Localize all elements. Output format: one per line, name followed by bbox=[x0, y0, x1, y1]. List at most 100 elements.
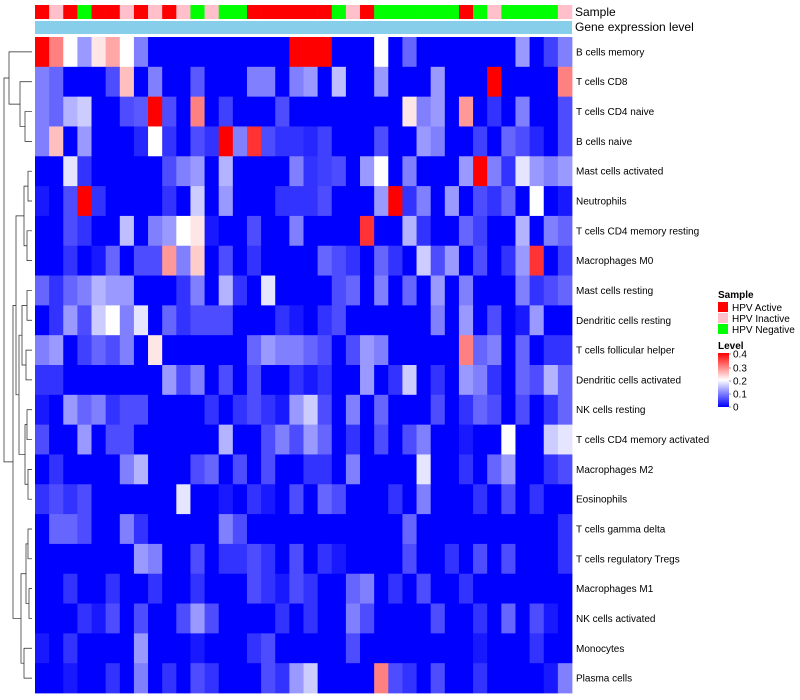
heatmap-cell bbox=[487, 394, 502, 426]
heatmap-cell bbox=[374, 126, 389, 157]
heatmap-cell bbox=[473, 305, 488, 336]
heatmap-cell bbox=[275, 156, 290, 187]
sample-annotation-cell bbox=[458, 5, 474, 19]
heatmap-cell bbox=[458, 484, 474, 515]
heatmap-cell bbox=[246, 37, 262, 68]
sample-annotation-cell bbox=[289, 5, 304, 19]
heatmap-cell bbox=[49, 96, 64, 127]
heatmap-cell bbox=[430, 484, 446, 515]
heatmap-cell bbox=[261, 603, 276, 634]
heatmap-cell bbox=[501, 573, 516, 604]
heatmap-cell bbox=[374, 245, 389, 276]
heatmap-cell bbox=[388, 215, 403, 247]
heatmap-cell bbox=[388, 245, 403, 276]
heatmap-cell bbox=[515, 66, 531, 98]
heatmap-cell bbox=[49, 156, 64, 187]
heatmap-cell bbox=[473, 394, 488, 426]
heatmap-cell bbox=[261, 484, 276, 515]
heatmap-cell bbox=[430, 37, 446, 68]
heatmap-cell bbox=[458, 365, 474, 396]
heatmap-cell bbox=[444, 484, 460, 515]
heatmap-cell bbox=[374, 424, 389, 455]
sample-annotation-cell bbox=[148, 5, 163, 19]
heatmap-cell bbox=[444, 663, 460, 694]
heatmap-cell bbox=[133, 37, 149, 68]
heatmap-cell bbox=[63, 156, 78, 187]
heatmap-cell bbox=[473, 633, 488, 664]
row-label: Macrophages M0 bbox=[576, 256, 654, 267]
heatmap-cell bbox=[557, 365, 573, 396]
heatmap-cell bbox=[458, 514, 474, 545]
heatmap-cell bbox=[430, 186, 446, 217]
heatmap-cell bbox=[246, 603, 262, 634]
heatmap-cell bbox=[458, 245, 474, 276]
heatmap-cell bbox=[63, 484, 78, 515]
heatmap-cell bbox=[133, 514, 149, 545]
heatmap-cell bbox=[133, 186, 149, 217]
heatmap-cell bbox=[529, 37, 545, 68]
heatmap-cell bbox=[402, 186, 417, 217]
heatmap-cell bbox=[543, 66, 559, 98]
dendrogram-branch bbox=[25, 543, 29, 604]
heatmap-cell bbox=[105, 394, 121, 426]
dendrogram-branch bbox=[27, 170, 32, 202]
heatmap-cell bbox=[402, 543, 417, 575]
sample-annotation-cell bbox=[360, 5, 375, 19]
heatmap-cell bbox=[49, 275, 64, 306]
heatmap-cell bbox=[402, 126, 417, 157]
heatmap-cell bbox=[515, 573, 531, 604]
row-label: Mast cells resting bbox=[576, 286, 653, 297]
sample-annotation-cell bbox=[430, 5, 446, 19]
heatmap-cell bbox=[303, 484, 319, 515]
heatmap-cell bbox=[501, 663, 516, 694]
heatmap-cell bbox=[557, 126, 573, 157]
heatmap-cell bbox=[487, 245, 502, 276]
sample-annotation-cell bbox=[35, 5, 50, 19]
heatmap-cell bbox=[317, 96, 333, 127]
row-label: NK cells resting bbox=[576, 405, 645, 416]
heatmap-cell bbox=[430, 66, 446, 98]
heatmap-cell bbox=[133, 484, 149, 515]
heatmap-cell bbox=[360, 454, 375, 485]
heatmap-cell bbox=[289, 663, 304, 694]
heatmap-cell bbox=[473, 126, 488, 157]
heatmap-cell bbox=[303, 603, 319, 634]
heatmap-cell bbox=[218, 603, 234, 634]
heatmap-cell bbox=[35, 454, 50, 485]
heatmap-cell bbox=[176, 365, 191, 396]
heatmap-cell bbox=[289, 126, 304, 157]
heatmap-cell bbox=[416, 186, 432, 217]
heatmap-cell bbox=[501, 335, 516, 366]
heatmap-cell bbox=[444, 335, 460, 366]
heatmap-cell bbox=[190, 96, 205, 127]
heatmap-cell bbox=[289, 335, 304, 366]
heatmap-cell bbox=[246, 394, 262, 426]
heatmap-cell bbox=[289, 603, 304, 634]
heatmap-cell bbox=[176, 633, 191, 664]
heatmap-cell bbox=[162, 603, 177, 634]
heatmap-cell bbox=[91, 663, 107, 694]
heatmap-cell bbox=[416, 365, 432, 396]
heatmap-cell bbox=[416, 543, 432, 575]
heatmap-cell bbox=[218, 96, 234, 127]
heatmap-cell bbox=[317, 245, 333, 276]
heatmap-cell bbox=[345, 394, 361, 426]
heatmap-cell bbox=[35, 275, 50, 306]
heatmap-cell bbox=[543, 514, 559, 545]
heatmap-cell bbox=[473, 514, 488, 545]
heatmap-cell bbox=[232, 126, 248, 157]
gene-expression-annotation-cell bbox=[35, 21, 572, 34]
heatmap-cell bbox=[162, 663, 177, 694]
heatmap-cell bbox=[529, 365, 545, 396]
heatmap-cell bbox=[501, 454, 516, 485]
heatmap-cell bbox=[458, 573, 474, 604]
heatmap-cell bbox=[289, 275, 304, 306]
heatmap-cell bbox=[232, 663, 248, 694]
heatmap-cell bbox=[105, 245, 121, 276]
heatmap-cell bbox=[557, 573, 573, 604]
dendrogram-branch bbox=[26, 230, 32, 261]
legend-tick-label: 0.2 bbox=[733, 377, 747, 388]
heatmap-cell bbox=[501, 37, 516, 68]
heatmap-cell bbox=[303, 573, 319, 604]
heatmap-cell bbox=[543, 603, 559, 634]
